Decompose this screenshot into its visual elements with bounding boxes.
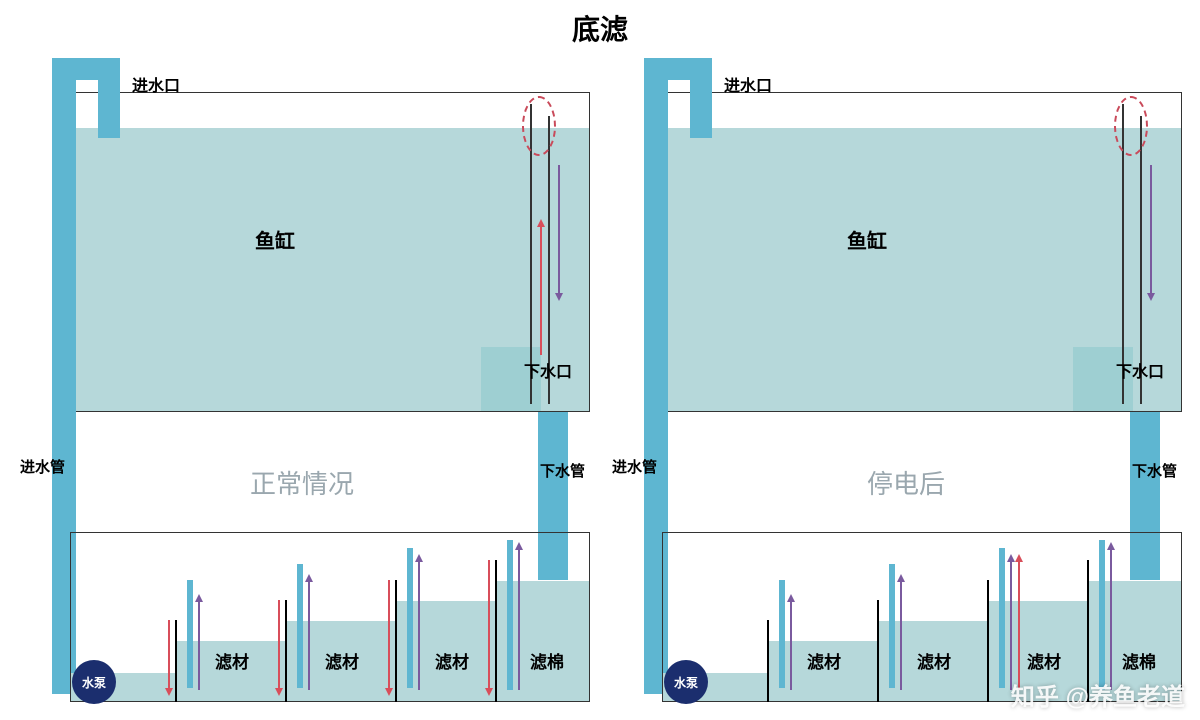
sump-div-3: [987, 580, 989, 702]
flow-arrow-down: [1150, 165, 1152, 295]
sump-div-4: [495, 560, 497, 702]
sump-div-2: [877, 600, 879, 702]
panel-normal: 进水口 鱼缸 下水口 进水管 正常情况 下水管 滤材 滤材 滤材 滤棉 水泵: [20, 0, 590, 720]
sump-label-1: 滤材: [807, 648, 841, 673]
panel-caption: 停电后: [867, 464, 945, 501]
overflow-highlight-icon: [1114, 96, 1148, 156]
sump-label-4: 滤棉: [530, 648, 564, 673]
sump-div-2b: [889, 564, 895, 688]
sump-arrow-3d: [388, 580, 390, 690]
sump-div-4b: [507, 540, 513, 690]
sump-label-2: 滤材: [917, 648, 951, 673]
sump-label-3: 滤材: [1027, 648, 1061, 673]
sump-div-3b: [407, 548, 413, 688]
pump-icon: 水泵: [72, 660, 116, 704]
outlet-label: 下水口: [524, 358, 572, 382]
sump-div-1: [175, 620, 177, 702]
tank-label: 鱼缸: [847, 225, 887, 254]
sump-arrow-3u: [1010, 560, 1012, 690]
inlet-drop: [690, 58, 712, 138]
drain-pipe-label: 下水管: [540, 460, 585, 481]
sump-label-4: 滤棉: [1122, 648, 1156, 673]
sump-arrow-1u: [198, 600, 200, 690]
sump-arrow-2d: [278, 600, 280, 690]
fish-tank: [662, 92, 1182, 412]
sump-div-3: [395, 580, 397, 702]
fish-tank: [70, 92, 590, 412]
sump-arrow-1d: [168, 620, 170, 690]
pump-icon: 水泵: [664, 660, 708, 704]
drain-pipe-label: 下水管: [1132, 460, 1177, 481]
sump-div-3b: [999, 548, 1005, 688]
sump-arrow-4u: [518, 548, 520, 690]
sump-arrow-4u: [1110, 548, 1112, 690]
flow-arrow-up: [540, 225, 542, 355]
panel-caption: 正常情况: [250, 464, 354, 501]
supply-pipe-label: 进水管: [20, 456, 65, 477]
sump-arrow-3u2: [1018, 560, 1020, 690]
panel-poweroff: 进水口 鱼缸 下水口 进水管 停电后 下水管 滤材 滤材 滤材 滤棉 水泵: [612, 0, 1182, 720]
watermark: 知乎 @养鱼老道: [1011, 677, 1185, 712]
supply-pipe-label: 进水管: [612, 456, 657, 477]
tank-label: 鱼缸: [255, 225, 295, 254]
pump-label: 水泵: [82, 674, 106, 691]
sump-div-4b: [1099, 540, 1105, 690]
inlet-label: 进水口: [132, 72, 180, 96]
pump-label: 水泵: [674, 674, 698, 691]
inlet-drop: [98, 58, 120, 138]
sump-arrow-3u: [418, 560, 420, 690]
inlet-label: 进水口: [724, 72, 772, 96]
sump-label-2: 滤材: [325, 648, 359, 673]
outlet-label: 下水口: [1116, 358, 1164, 382]
sump-div-1b: [187, 580, 193, 688]
sump-arrow-2u: [308, 580, 310, 690]
sump-div-1b: [779, 580, 785, 688]
flow-arrow-down: [558, 165, 560, 295]
sump-div-1: [767, 620, 769, 702]
sump-div-2b: [297, 564, 303, 688]
sump-div-2: [285, 600, 287, 702]
sump-arrow-4d: [488, 560, 490, 690]
overflow-highlight-icon: [522, 96, 556, 156]
sump-label-3: 滤材: [435, 648, 469, 673]
sump-arrow-1u: [790, 600, 792, 690]
sump-label-1: 滤材: [215, 648, 249, 673]
sump-arrow-2u: [900, 580, 902, 690]
